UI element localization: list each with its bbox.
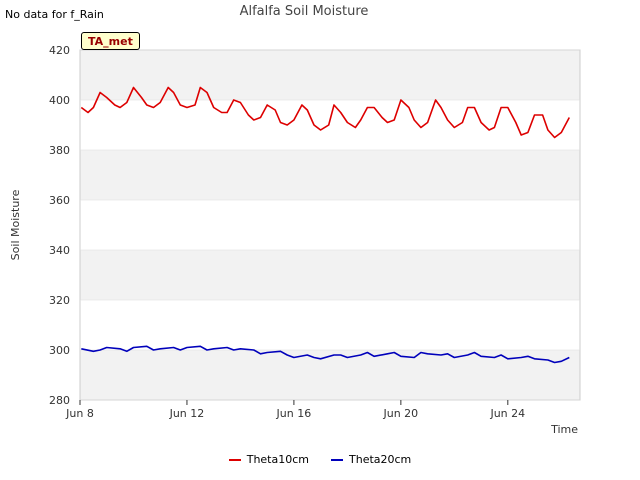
band xyxy=(80,100,580,150)
band xyxy=(80,300,580,350)
x-tick-label: Jun 24 xyxy=(489,407,525,420)
band xyxy=(80,150,580,200)
y-tick-label: 320 xyxy=(49,294,70,307)
x-tick-label: Jun 12 xyxy=(169,407,205,420)
chart-title: Alfalfa Soil Moisture xyxy=(240,4,369,19)
background-bands xyxy=(80,50,580,400)
legend: Theta10cm Theta20cm xyxy=(0,453,640,466)
y-tick-label: 360 xyxy=(49,194,70,207)
y-tick-label: 400 xyxy=(49,94,70,107)
legend-label-theta10cm: Theta10cm xyxy=(246,453,309,466)
legend-swatch-theta20cm xyxy=(331,458,343,461)
band xyxy=(80,250,580,300)
site-badge: TA_met xyxy=(81,32,140,50)
series-line-theta10cm xyxy=(80,86,571,139)
band xyxy=(80,50,580,100)
band xyxy=(80,350,580,400)
x-axis-label: Time xyxy=(550,423,578,436)
legend-label-theta20cm: Theta20cm xyxy=(349,453,412,466)
x-tick-label: Jun 20 xyxy=(383,407,419,420)
y-tick-label: 340 xyxy=(49,244,70,257)
no-data-note: No data for f_Rain xyxy=(5,8,104,21)
legend-item-theta10cm[interactable]: Theta10cm xyxy=(228,453,309,466)
series-lines xyxy=(80,86,571,364)
x-axis-ticks: Jun 8 Jun 12 Jun 16 Jun 20 Jun 24 xyxy=(65,400,525,420)
band xyxy=(80,200,580,250)
x-tick-label: Jun 8 xyxy=(65,407,94,420)
y-tick-label: 420 xyxy=(49,44,70,57)
x-tick-label: Jun 16 xyxy=(276,407,312,420)
y-axis-label: Soil Moisture xyxy=(9,189,22,260)
y-tick-label: 380 xyxy=(49,144,70,157)
y-tick-label: 280 xyxy=(49,394,70,407)
legend-swatch-theta10cm xyxy=(228,458,241,461)
series-line-theta20cm xyxy=(81,345,570,364)
legend-item-theta20cm[interactable]: Theta20cm xyxy=(331,453,411,466)
y-axis-ticks: 280 300 320 340 360 380 400 420 xyxy=(49,44,580,407)
y-tick-label: 300 xyxy=(49,344,70,357)
